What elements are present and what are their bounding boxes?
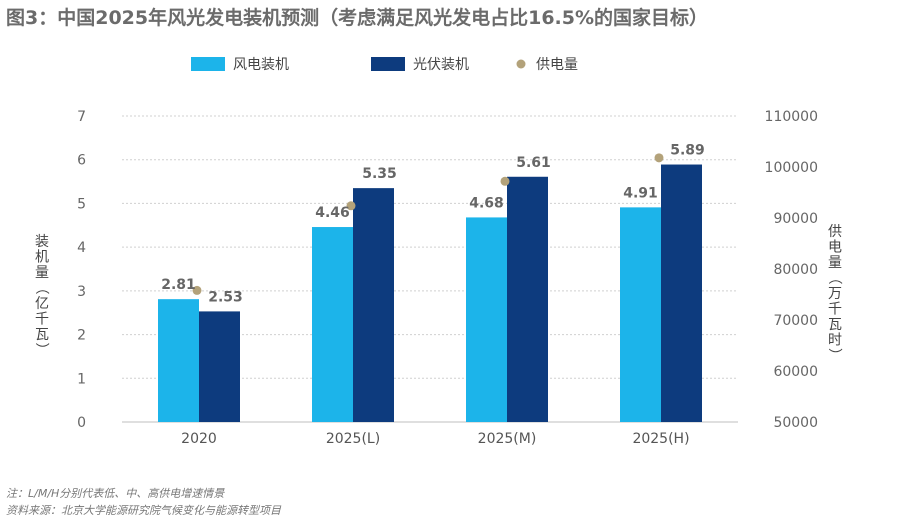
bar-wind [312, 227, 353, 422]
axis-title-char: 机 [35, 250, 49, 266]
bar-wind [620, 207, 661, 422]
axis-title-char: 亿 [35, 296, 49, 312]
bar-solar [507, 176, 548, 422]
legend-swatch-solar [371, 57, 405, 71]
legend: 风电装机 光伏装机 供电量 [191, 57, 578, 73]
axis-title-char: 瓦 [828, 317, 842, 333]
label-wind: 4.46 [315, 205, 350, 221]
left-tick-label: 3 [77, 284, 86, 300]
right-tick-label: 60000 [773, 364, 818, 380]
category-label: 2025(L) [326, 431, 380, 447]
axis-title-char: 时 [828, 333, 842, 349]
left-tick-label: 0 [77, 415, 86, 431]
right-tick-label: 70000 [773, 313, 818, 329]
axis-title-char: 万 [828, 286, 842, 302]
bar-solar [199, 311, 240, 422]
label-wind: 4.91 [623, 185, 658, 201]
bar-wind [466, 217, 507, 422]
category-label: 2025(M) [478, 431, 537, 447]
category-label: 2025(H) [632, 431, 689, 447]
bar-wind [158, 299, 199, 422]
legend-label-wind: 风电装机 [233, 57, 289, 73]
right-tick-label: 100000 [765, 160, 818, 176]
supply-dot [500, 176, 510, 186]
left-tick-label: 2 [77, 328, 86, 344]
axis-title-char: 供 [828, 224, 842, 240]
legend-label-supply: 供电量 [536, 57, 578, 73]
chart-title: 图3：中国2025年风光发电装机预测（考虑满足风光发电占比16.5%的国家目标） [6, 6, 708, 29]
label-wind: 2.81 [161, 277, 196, 293]
left-axis-ticks: 0 1 2 3 4 5 6 7 [77, 109, 86, 431]
right-tick-label: 80000 [773, 262, 818, 278]
axis-title-char: 量 [35, 265, 49, 281]
axis-title-char: （ [33, 281, 49, 295]
bars [158, 164, 702, 422]
right-tick-label: 110000 [765, 109, 818, 125]
supply-dot [192, 285, 202, 295]
right-axis-ticks: 50000 60000 70000 80000 90000 100000 110000 [765, 109, 818, 431]
supply-dot [654, 153, 664, 163]
left-tick-label: 7 [77, 109, 86, 125]
left-axis-title: 装机量（亿千瓦） [33, 234, 49, 357]
value-labels: 2.81 2.53 4.46 5.35 4.68 5.61 4.91 5.89 [161, 143, 705, 306]
bar-solar [661, 164, 702, 422]
left-tick-label: 1 [77, 371, 86, 387]
label-wind: 4.68 [469, 195, 504, 211]
category-label: 2020 [181, 431, 217, 447]
left-tick-label: 6 [77, 153, 86, 169]
note-source: 资料来源：北京大学能源研究院气候变化与能源转型项目 [6, 504, 282, 517]
label-solar: 2.53 [208, 289, 243, 305]
supply-dots [192, 153, 664, 295]
right-tick-label: 90000 [773, 211, 818, 227]
label-solar: 5.61 [516, 155, 551, 171]
category-labels: 2020 2025(L) 2025(M) 2025(H) [181, 431, 689, 447]
axis-title-char: ） [826, 348, 842, 362]
bar-solar [353, 188, 394, 422]
axis-title-char: 千 [828, 302, 842, 318]
axis-title-char: （ [826, 271, 842, 285]
axis-title-char: 瓦 [35, 327, 49, 343]
right-tick-label: 50000 [773, 415, 818, 431]
legend-dot-supply [516, 59, 526, 69]
label-solar: 5.35 [362, 166, 397, 182]
axis-title-char: ） [33, 343, 49, 357]
axis-title-char: 电 [828, 240, 842, 256]
axis-title-char: 量 [828, 255, 842, 271]
left-tick-label: 4 [77, 240, 86, 256]
axis-title-char: 装 [35, 234, 49, 250]
legend-label-solar: 光伏装机 [413, 57, 469, 73]
supply-dot [346, 201, 356, 211]
legend-swatch-wind [191, 57, 225, 71]
note-scenarios: 注：L/M/H分别代表低、中、高供电增速情景 [6, 487, 225, 500]
axis-title-char: 千 [35, 312, 49, 328]
label-solar: 5.89 [670, 143, 705, 159]
left-tick-label: 5 [77, 196, 86, 212]
